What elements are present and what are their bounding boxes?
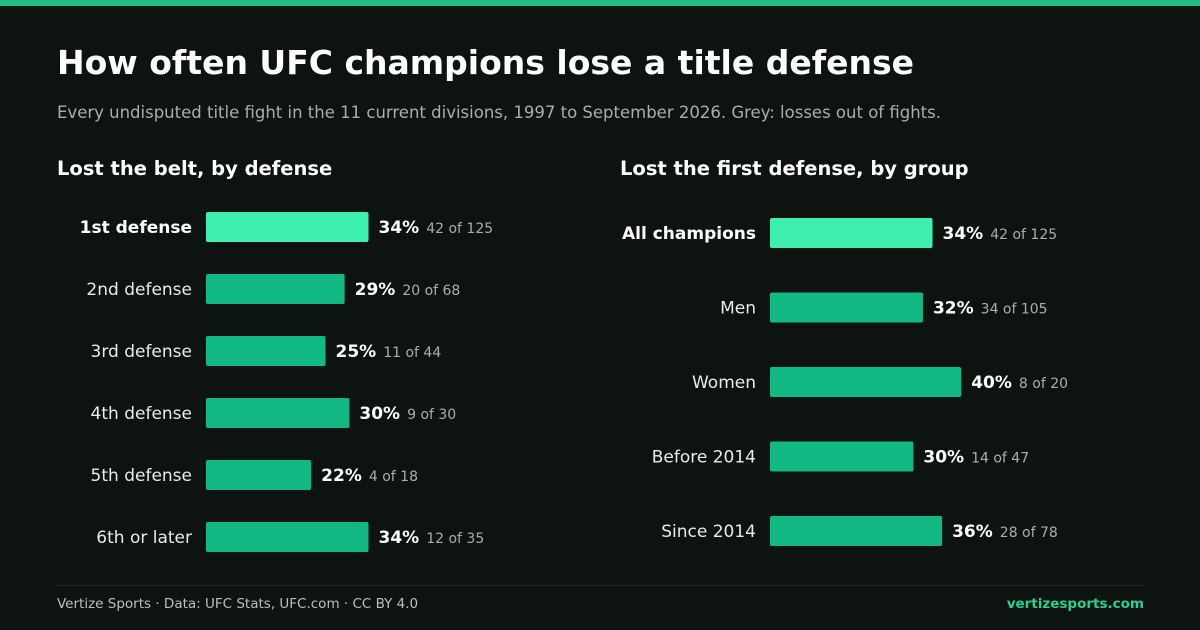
- right-count-label: 14 of 47: [971, 451, 1029, 467]
- left-category-label: 5th defense: [91, 466, 192, 486]
- left-count-label: 12 of 35: [426, 531, 484, 547]
- left-panel-title: Lost the belt, by defense: [57, 157, 333, 180]
- right-count-label: 8 of 20: [1019, 376, 1068, 392]
- footer-site-link[interactable]: vertizesports.com: [1006, 596, 1144, 612]
- left-category-label: 4th defense: [91, 404, 192, 424]
- left-count-label: 20 of 68: [402, 283, 460, 299]
- right-bar: [770, 292, 923, 323]
- left-bar: [206, 522, 369, 552]
- footer-divider: [56, 585, 1144, 586]
- right-percent-label: 32%: [933, 299, 974, 319]
- left-percent-label: 30%: [359, 404, 400, 424]
- right-category-label: Men: [720, 299, 756, 319]
- left-category-label: 6th or later: [96, 528, 192, 548]
- right-bar: [770, 516, 943, 546]
- left-value-label: 22% 4 of 18: [321, 466, 418, 486]
- right-value-label: 40% 8 of 20: [971, 373, 1068, 393]
- right-category-label: Since 2014: [661, 522, 756, 542]
- right-percent-label: 40%: [971, 373, 1012, 393]
- left-bar: [206, 336, 326, 366]
- right-count-label: 34 of 105: [981, 302, 1048, 318]
- left-bar: [206, 398, 350, 428]
- right-percent-label: 30%: [923, 448, 964, 468]
- right-percent-label: 36%: [952, 522, 993, 542]
- right-percent-label: 34%: [943, 224, 984, 244]
- right-count-label: 42 of 125: [990, 227, 1057, 243]
- left-category-label: 1st defense: [80, 218, 192, 238]
- left-value-label: 30% 9 of 30: [359, 404, 456, 424]
- left-percent-label: 29%: [355, 280, 396, 300]
- right-value-label: 36% 28 of 78: [952, 522, 1058, 542]
- right-panel-title: Lost the first defense, by group: [620, 157, 969, 180]
- footer-source: Vertize Sports · Data: UFC Stats, UFC.co…: [57, 596, 419, 612]
- left-value-label: 34% 12 of 35: [379, 528, 485, 548]
- right-value-label: 30% 14 of 47: [923, 448, 1029, 468]
- top-accent-bar: [0, 0, 1200, 6]
- left-bar: [206, 274, 345, 304]
- chart-subtitle: Every undisputed title fight in the 11 c…: [57, 103, 941, 122]
- right-bar: [770, 218, 933, 248]
- right-value-label: 34% 42 of 125: [943, 224, 1058, 244]
- right-bar: [770, 441, 914, 472]
- chart-title: How often UFC champions lose a title def…: [57, 43, 914, 82]
- left-value-label: 34% 42 of 125: [379, 218, 494, 238]
- left-count-label: 4 of 18: [369, 469, 418, 485]
- left-value-label: 29% 20 of 68: [355, 280, 461, 300]
- right-category-label: Women: [692, 373, 756, 393]
- right-bar: [770, 367, 962, 397]
- left-count-label: 9 of 30: [407, 407, 456, 423]
- left-bar: [206, 460, 312, 490]
- left-count-label: 42 of 125: [426, 221, 493, 237]
- left-percent-label: 22%: [321, 466, 362, 486]
- right-count-label: 28 of 78: [1000, 525, 1058, 541]
- left-percent-label: 25%: [336, 342, 377, 362]
- left-value-label: 25% 11 of 44: [336, 342, 442, 362]
- left-count-label: 11 of 44: [383, 345, 441, 361]
- left-percent-label: 34%: [379, 218, 420, 238]
- left-bar: [206, 212, 369, 242]
- left-category-label: 3rd defense: [91, 342, 193, 362]
- left-percent-label: 34%: [379, 528, 420, 548]
- right-category-label: Before 2014: [652, 448, 756, 468]
- right-category-label: All champions: [622, 224, 756, 244]
- right-value-label: 32% 34 of 105: [933, 299, 1048, 319]
- left-category-label: 2nd defense: [86, 280, 192, 300]
